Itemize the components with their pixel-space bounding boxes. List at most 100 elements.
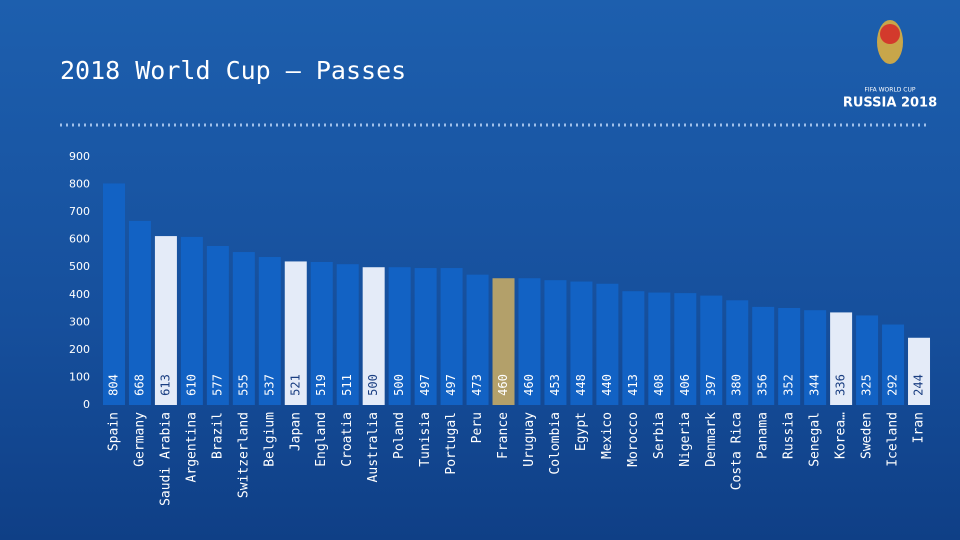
value-label: 408: [652, 374, 666, 396]
bar: [830, 312, 853, 405]
bar: [414, 268, 437, 405]
bar: [128, 220, 151, 405]
logo-text: RUSSIA 2018: [843, 96, 937, 111]
x-tick-label: Panama: [756, 412, 771, 459]
y-tick-label: 500: [69, 260, 90, 273]
value-label: 325: [860, 374, 874, 396]
bar: [674, 293, 697, 405]
x-tick-label: Serbia: [652, 412, 667, 459]
x-tick-label: Argentina: [184, 412, 199, 482]
value-label: 613: [158, 374, 172, 396]
bar: [362, 267, 385, 405]
value-label: 406: [678, 374, 692, 396]
bar: [778, 308, 801, 405]
y-tick-label: 200: [69, 343, 90, 356]
y-tick-label: 900: [69, 150, 90, 163]
bar: [856, 315, 879, 405]
logo-text: FIFA WORLD CUP: [864, 87, 915, 94]
y-tick-label: 800: [69, 178, 90, 191]
bar: [596, 283, 619, 405]
y-tick-label: 0: [83, 398, 90, 411]
value-label: 500: [392, 374, 406, 396]
value-label: 460: [496, 374, 510, 396]
bar: [154, 236, 177, 405]
x-tick-label: Egypt: [574, 412, 589, 451]
value-label: 448: [574, 374, 588, 396]
value-label: 453: [548, 374, 562, 396]
value-label: 610: [184, 374, 198, 396]
bar: [284, 261, 307, 405]
bar: [466, 274, 489, 405]
x-tick-label: Nigeria: [678, 412, 693, 467]
bar: [336, 264, 359, 405]
bar: [726, 300, 749, 405]
x-tick-label: England: [314, 412, 329, 467]
value-label: 336: [834, 374, 848, 396]
x-tick-label: Tunisia: [418, 412, 433, 467]
value-label: 521: [288, 374, 302, 396]
value-label: 460: [522, 374, 536, 396]
value-label: 519: [314, 374, 328, 396]
x-tick-label: Japan: [288, 412, 303, 451]
bar: [258, 257, 281, 405]
value-label: 352: [782, 374, 796, 396]
x-tick-label: Colombia: [548, 412, 563, 475]
value-label: 804: [106, 374, 120, 396]
x-tick-label: Denmark: [704, 412, 719, 467]
bar: [206, 246, 229, 405]
bar: [752, 306, 775, 405]
x-tick-label: Iran: [912, 412, 927, 443]
bar: [544, 280, 567, 405]
value-label: 668: [132, 374, 146, 396]
x-tick-label: Russia: [782, 412, 797, 459]
x-tick-label: Korea…: [834, 412, 849, 459]
x-tick-label: Senegal: [808, 412, 823, 467]
value-label: 356: [756, 374, 770, 396]
x-tick-label: Mexico: [600, 412, 615, 459]
bar: [700, 295, 723, 405]
x-tick-label: Iceland: [886, 412, 901, 467]
value-label: 397: [704, 374, 718, 396]
bar: [882, 324, 905, 405]
bar: [310, 261, 333, 405]
bar: [102, 183, 125, 405]
x-tick-label: Poland: [392, 412, 407, 459]
bar: [622, 291, 645, 405]
logo-ball: [880, 24, 900, 44]
x-tick-label: Costa Rica: [730, 412, 745, 490]
y-tick-label: 300: [69, 315, 90, 328]
value-label: 473: [470, 374, 484, 396]
x-tick-label: Brazil: [210, 412, 225, 459]
x-tick-label: Belgium: [262, 412, 277, 467]
chart-title: 2018 World Cup – Passes: [60, 56, 406, 85]
x-tick-label: Morocco: [626, 412, 641, 467]
x-tick-label: Peru: [470, 412, 485, 443]
bar: [232, 252, 255, 405]
y-tick-label: 700: [69, 205, 90, 218]
bar: [804, 310, 827, 405]
value-label: 292: [886, 374, 900, 396]
x-tick-label: Portugal: [444, 412, 459, 475]
bar: [648, 292, 671, 405]
x-tick-label: Saudi Arabia: [158, 412, 173, 506]
value-label: 511: [340, 374, 354, 396]
bar: [908, 337, 931, 405]
bar: [570, 281, 593, 405]
x-tick-label: Germany: [132, 412, 147, 467]
value-label: 380: [730, 374, 744, 396]
value-label: 577: [210, 374, 224, 396]
bar: [492, 278, 515, 405]
y-tick-label: 400: [69, 288, 90, 301]
value-label: 555: [236, 374, 250, 396]
value-label: 500: [366, 374, 380, 396]
value-label: 537: [262, 374, 276, 396]
y-tick-label: 100: [69, 370, 90, 383]
y-tick-label: 600: [69, 233, 90, 246]
value-label: 497: [444, 374, 458, 396]
x-tick-label: France: [496, 412, 511, 459]
bar: [440, 268, 463, 405]
value-label: 440: [600, 374, 614, 396]
value-label: 344: [808, 374, 822, 396]
bar: [388, 267, 411, 405]
